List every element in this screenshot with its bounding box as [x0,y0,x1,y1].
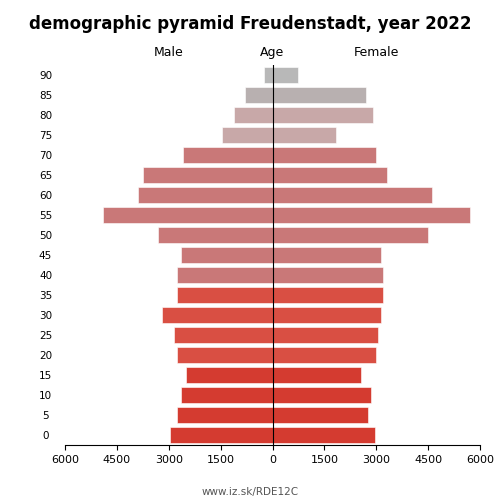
Bar [103,207,272,223]
Bar [182,147,272,163]
Bar [158,227,272,243]
Bar [162,307,272,323]
Text: demographic pyramid Freudenstadt, year 2022: demographic pyramid Freudenstadt, year 2… [29,15,471,33]
Text: Male: Male [154,46,184,59]
Bar [245,87,272,103]
Bar [186,367,272,383]
Bar [181,387,272,403]
Bar [272,147,376,163]
Bar [272,107,373,123]
Bar [222,127,272,143]
Bar [181,247,272,263]
Bar [272,67,298,83]
Bar [272,407,368,423]
Bar [272,387,371,403]
Text: Age: Age [260,46,284,59]
Bar [272,207,469,223]
Bar [264,67,272,83]
Bar [178,347,272,363]
Bar [272,127,336,143]
Bar [272,287,383,303]
Bar [178,407,272,423]
Bar [272,247,382,263]
Bar [138,187,272,203]
Bar [272,167,386,183]
Bar [272,427,374,443]
Bar [272,347,376,363]
Bar [170,427,272,443]
Text: Female: Female [354,46,399,59]
Bar [178,267,272,283]
Bar [143,167,272,183]
Bar [272,367,360,383]
Bar [272,327,378,343]
Bar [174,327,272,343]
Bar [272,87,366,103]
Bar [272,267,383,283]
Bar [272,187,432,203]
Text: www.iz.sk/RDE12C: www.iz.sk/RDE12C [202,488,298,498]
Bar [178,287,272,303]
Bar [272,227,428,243]
Bar [234,107,273,123]
Bar [272,307,382,323]
